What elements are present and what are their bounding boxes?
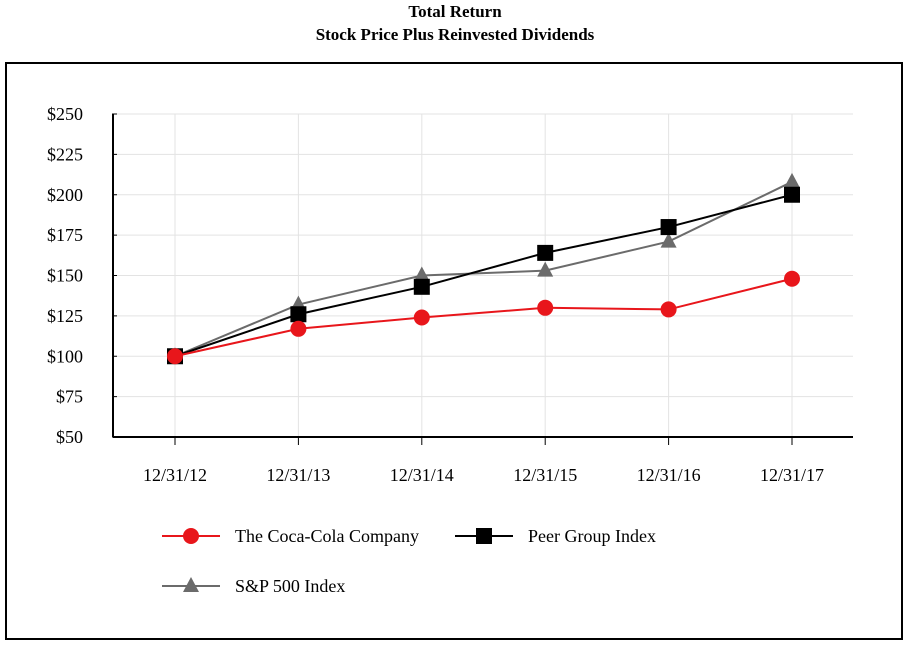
data-point (784, 270, 800, 287)
legend-label: Peer Group Index (528, 526, 656, 546)
legend-label: The Coca-Cola Company (235, 526, 419, 546)
legend-item: Peer Group Index (455, 526, 656, 546)
y-tick-label: $125 (47, 306, 83, 326)
y-tick-label: $200 (47, 185, 83, 205)
series-line (174, 180, 793, 358)
y-tick-label: $50 (56, 427, 83, 447)
data-point (660, 219, 677, 236)
axes (112, 113, 853, 445)
x-tick-label: 12/31/14 (390, 465, 454, 485)
chart-frame (5, 62, 903, 640)
data-point (660, 301, 677, 318)
legend: The Coca-Cola Company Peer Group Index S&P… (162, 526, 656, 596)
data-point (537, 244, 554, 261)
data-point (660, 232, 677, 248)
data-point (537, 261, 554, 277)
data-point (413, 278, 430, 295)
legend-marker (183, 577, 199, 592)
data-point (413, 309, 430, 326)
data-point (290, 306, 307, 323)
x-tick-label: 12/31/17 (760, 465, 824, 485)
x-tick-label: 12/31/13 (266, 465, 330, 485)
legend-item: The Coca-Cola Company (162, 526, 419, 546)
legend-item: S&P 500 Index (162, 576, 345, 596)
y-tick-label: $250 (47, 104, 83, 124)
legend-marker (476, 528, 492, 544)
y-tick-label: $75 (56, 387, 83, 407)
data-point (784, 172, 800, 188)
chart-titles: Total Return Stock Price Plus Reinvested… (0, 0, 910, 46)
x-tick-labels: 12/31/12 12/31/13 12/31/14 12/31/15 12/31/16… (143, 465, 824, 485)
legend-marker (183, 528, 199, 544)
series-layer (167, 172, 800, 365)
data-point (413, 266, 430, 282)
chart-title: Total Return (408, 2, 502, 21)
data-point (290, 320, 307, 337)
chart-subtitle: Stock Price Plus Reinvested Dividends (315, 25, 595, 44)
x-tick-label: 12/31/12 (143, 465, 207, 485)
y-tick-label: $175 (47, 225, 83, 245)
data-point (167, 348, 183, 365)
y-tick-label: $150 (47, 266, 83, 286)
x-tick-label: 12/31/16 (637, 465, 701, 485)
series-line (174, 193, 793, 358)
y-tick-labels: $50 $75 $100 $125 $150 $175 $200 $225 $250 (47, 104, 83, 447)
data-point (784, 186, 800, 203)
y-tick-label: $100 (47, 346, 83, 366)
legend-label: S&P 500 Index (235, 576, 345, 596)
series-line (174, 277, 793, 358)
grid (113, 113, 853, 437)
y-tick-label: $225 (47, 144, 83, 164)
x-tick-label: 12/31/15 (513, 465, 577, 485)
data-point (537, 299, 554, 316)
